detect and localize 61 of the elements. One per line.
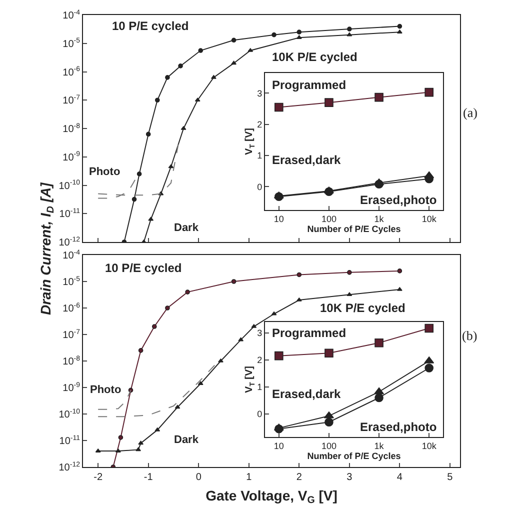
- annotation: Photo: [90, 384, 122, 396]
- x-tick-label: 0: [196, 472, 202, 483]
- series-label: Erased,dark: [272, 387, 342, 401]
- annotation: 10 P/E cycled: [105, 261, 182, 275]
- x-tick-label: 10k: [422, 440, 437, 451]
- annotation: Photo: [89, 166, 120, 178]
- y-tick-label: 1: [257, 150, 262, 161]
- y-tick-label: 0: [257, 182, 262, 192]
- series-label: Programmed: [272, 326, 346, 340]
- y-tick-label: 3: [257, 88, 262, 98]
- x-tick-label: 10k: [422, 214, 437, 224]
- y-tick-label: 10$^{-12}$: [58, 236, 80, 248]
- x-tick-label: 10: [274, 440, 284, 451]
- x-tick-label: 1: [246, 472, 252, 483]
- x-tick-label: 2: [296, 472, 302, 483]
- y-tick-label: 10$^{-8}$: [62, 122, 80, 135]
- text: (b): [462, 328, 478, 343]
- annotation: Dark: [174, 222, 200, 234]
- x-tick-label: 100: [321, 440, 336, 451]
- y-tick-label: 10$^{-6}$: [62, 66, 80, 78]
- y-tick-label: 10$^{-4}$: [62, 249, 80, 262]
- y-tick-label: 10$^{-11}$: [59, 208, 80, 220]
- y-tick-label: 10$^{-10}$: [58, 408, 80, 420]
- y-tick-label: 10$^{-6}$: [62, 302, 80, 314]
- x-axis-title: Number of P/E Cycles: [307, 224, 401, 234]
- y-tick-label: 3: [257, 328, 262, 338]
- y-tick-label: 10$^{-12}$: [58, 461, 80, 474]
- annotation: 10K P/E cycled: [320, 301, 406, 315]
- y-tick-label: 0: [257, 409, 262, 420]
- y-tick-label: 1: [257, 382, 262, 392]
- y-tick-label: 10$^{-7}$: [62, 94, 80, 107]
- y-tick-label: 10$^{-9}$: [62, 382, 80, 394]
- x-tick-label: -2: [94, 472, 103, 483]
- annotation: 10K P/E cycled: [272, 50, 358, 64]
- x-tick-label: 10: [274, 214, 284, 224]
- series-label: Erased,dark: [272, 153, 342, 167]
- y-tick-label: 10$^{-4}$: [62, 9, 80, 22]
- annotation: Dark: [174, 434, 200, 446]
- series-label: Programmed: [272, 78, 346, 92]
- series-label: Erased,photo: [360, 193, 437, 207]
- y-tick-label: 10$^{-5}$: [62, 38, 80, 50]
- y-tick-label: 10$^{-9}$: [62, 151, 80, 164]
- x-tick-label: 1k: [374, 440, 384, 451]
- x-tick-label: 5: [447, 472, 454, 483]
- y-tick-label: 10$^{-8}$: [62, 355, 80, 368]
- text: (a): [463, 105, 478, 120]
- y-tick-label: 10$^{-7}$: [62, 328, 80, 341]
- x-tick-label: 3: [346, 472, 353, 483]
- x-tick-label: 4: [396, 472, 403, 483]
- y-tick-label: 10$^{-10}$: [58, 180, 80, 192]
- x-tick-label: 1k: [374, 214, 384, 224]
- y-tick-label: 10$^{-11}$: [59, 434, 80, 447]
- y-tick-label: 2: [257, 120, 262, 130]
- annotation: 10 P/E cycled: [112, 19, 189, 33]
- x-axis-title: Gate Voltage, V$_{G}$ [V]: [206, 487, 338, 506]
- x-tick-label: 100: [321, 214, 336, 224]
- series-label: Erased,photo: [360, 420, 437, 434]
- y-tick-label: 10$^{-5}$: [62, 276, 80, 288]
- x-tick-label: -1: [144, 472, 154, 483]
- y-tick-label: 2: [257, 355, 262, 366]
- x-axis-title: Number of P/E Cycles: [307, 450, 401, 461]
